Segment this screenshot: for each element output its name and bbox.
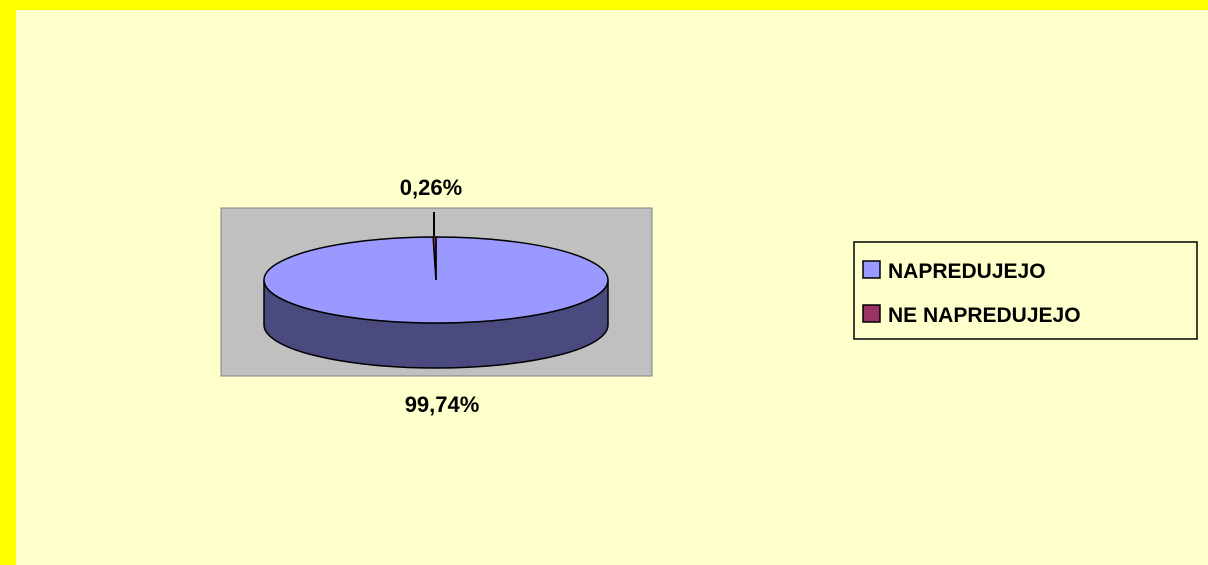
legend-box — [853, 241, 1198, 340]
pie-slices — [263, 236, 609, 369]
data-label-napredujejo: 99,74% — [405, 392, 480, 417]
frame-top-border — [0, 0, 1208, 10]
frame-left-border — [0, 0, 16, 565]
legend-label-ne-napredujejo: NE NAPREDUJEJO — [888, 304, 1081, 327]
legend-swatch-napredujejo — [862, 260, 881, 279]
legend-label-napredujejo: NAPREDUJEJO — [888, 260, 1046, 283]
legend-swatch-ne-napredujejo — [862, 304, 881, 323]
data-label-ne-napredujejo: 0,26% — [400, 175, 462, 200]
legend: NAPREDUJEJO NE NAPREDUJEJO — [853, 241, 1198, 340]
pie-slice-ne-napredujejo — [432, 236, 437, 281]
